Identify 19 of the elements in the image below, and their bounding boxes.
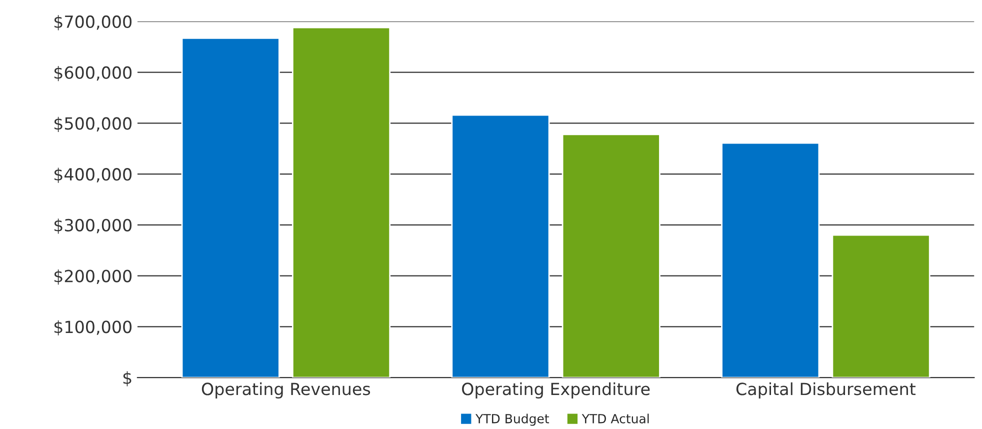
y-tick-label: $ bbox=[123, 371, 132, 386]
y-tick-label: $700,000 bbox=[54, 15, 132, 30]
legend-label: YTD Actual bbox=[582, 414, 649, 424]
y-tick-label: $300,000 bbox=[54, 218, 132, 234]
bar bbox=[292, 26, 391, 378]
y-tick-label: $500,000 bbox=[54, 116, 132, 132]
legend-label: YTD Budget bbox=[475, 414, 550, 426]
x-tick-label: Capital Disbursement bbox=[736, 382, 916, 399]
bar bbox=[832, 234, 930, 378]
x-tick-label: Operating Revenues bbox=[202, 382, 370, 399]
bar bbox=[181, 38, 280, 378]
y-tick-label: $100,000 bbox=[54, 320, 132, 336]
y-tick-label: $600,000 bbox=[54, 66, 132, 82]
y-tick-label: $200,000 bbox=[54, 269, 132, 285]
x-tick-label: Operating Expenditure bbox=[462, 382, 650, 399]
bar bbox=[721, 142, 820, 378]
y-tick-label: $400,000 bbox=[54, 168, 132, 183]
bar bbox=[562, 134, 660, 378]
bar bbox=[451, 114, 550, 378]
